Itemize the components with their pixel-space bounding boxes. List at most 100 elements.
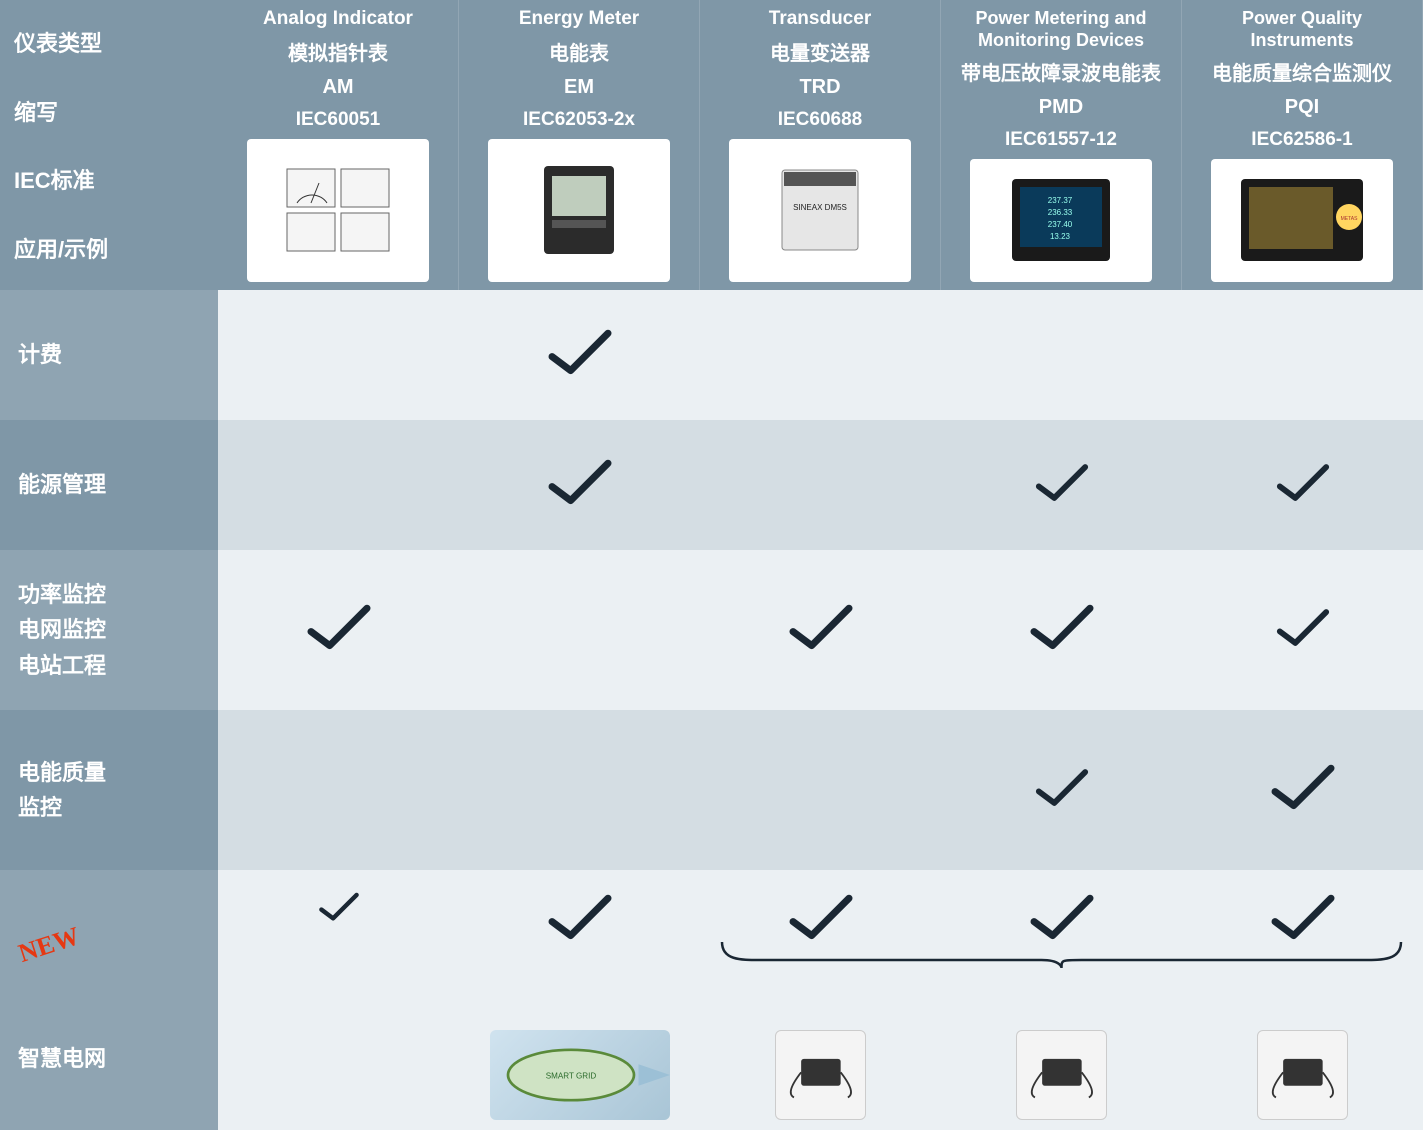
checkmark-icon [1268, 760, 1338, 820]
col-abbr: TRD [799, 76, 840, 99]
col-abbr: PMD [1039, 96, 1083, 119]
table-cell [700, 870, 941, 1130]
row-label-text: 功率监控 [18, 577, 106, 612]
col-header-4: Power Quality Instruments 电能质量综合监测仪 PQI … [1182, 0, 1423, 290]
col-header-2: Transducer 电量变送器 TRD IEC60688 SINEAX DM5… [700, 0, 941, 290]
checkmark-icon [317, 890, 361, 929]
row-label-text: 监控 [18, 790, 62, 825]
table-cell [941, 550, 1182, 710]
col-title-en: Energy Meter [519, 8, 639, 31]
table-cell [941, 870, 1182, 1130]
header-label-std: IEC标准 [14, 163, 95, 195]
row-label-text: 智慧电网 [18, 1041, 106, 1076]
col-title-cn: 电能表 [549, 37, 609, 66]
col-std: IEC62586-1 [1251, 129, 1352, 151]
row-label-smartgrid: NEW 智慧电网 [0, 870, 218, 1130]
table-cell [941, 420, 1182, 550]
table-cell: SMART GRID [459, 870, 700, 1130]
table-cell [700, 420, 941, 550]
col-title-en: Analog Indicator [263, 8, 413, 31]
table-cell [218, 550, 459, 710]
table-cell [218, 870, 459, 1130]
col-std: IEC61557-12 [1005, 129, 1117, 151]
device-image [247, 139, 429, 282]
col-header-3: Power Metering and Monitoring Devices 带电… [941, 0, 1182, 290]
table-cell [1182, 710, 1423, 870]
col-std: IEC60051 [296, 109, 381, 131]
row-label-text: 电网监控 [18, 612, 106, 647]
device-image: METAS [1211, 159, 1393, 282]
device-illustration [1016, 1030, 1108, 1120]
smart-grid-illustration: SMART GRID [490, 1030, 670, 1120]
col-title-en: Power Quality Instruments [1188, 8, 1416, 51]
header-label-type: 仪表类型 [14, 26, 102, 58]
comparison-table: 仪表类型 缩写 IEC标准 应用/示例 Analog Indicator 模拟指… [0, 0, 1423, 1130]
svg-text:237.37: 237.37 [1048, 196, 1073, 205]
table-cell [1182, 550, 1423, 710]
checkmark-icon [1274, 605, 1332, 656]
checkmark-icon [786, 890, 856, 950]
svg-text:237.40: 237.40 [1048, 220, 1073, 229]
col-abbr: PQI [1285, 96, 1319, 119]
header-label-abbr: 缩写 [14, 95, 58, 127]
col-title-cn: 电量变送器 [770, 37, 870, 66]
table-cell [1182, 290, 1423, 420]
row-label: 电能质量监控 [0, 710, 218, 870]
checkmark-icon [545, 325, 615, 385]
row-label-text: 计费 [18, 337, 62, 372]
svg-text:236.33: 236.33 [1048, 208, 1073, 217]
table-cell [218, 420, 459, 550]
row-label-text: 能源管理 [18, 467, 106, 502]
device-illustration [1257, 1030, 1349, 1120]
table-cell [700, 550, 941, 710]
checkmark-icon [1268, 890, 1338, 950]
checkmark-icon [304, 600, 374, 660]
row-label: 功率监控电网监控电站工程 [0, 550, 218, 710]
col-title-en: Power Metering and Monitoring Devices [947, 8, 1175, 51]
checkmark-icon [545, 455, 615, 515]
svg-text:13.23: 13.23 [1050, 232, 1071, 241]
table-cell [700, 710, 941, 870]
checkmark-icon [545, 890, 615, 950]
table-cell [941, 290, 1182, 420]
col-std: IEC62053-2x [523, 109, 635, 131]
checkmark-icon [1033, 765, 1091, 816]
table-cell [459, 290, 700, 420]
row-label-text: 电站工程 [18, 648, 106, 683]
device-illustration [775, 1030, 867, 1120]
col-std: IEC60688 [778, 109, 863, 131]
device-image: SINEAX DM5S [729, 139, 911, 282]
table-cell [941, 710, 1182, 870]
checkmark-icon [1027, 890, 1097, 950]
table-cell [218, 290, 459, 420]
col-title-en: Transducer [769, 8, 871, 31]
table-cell [218, 710, 459, 870]
svg-text:SINEAX DM5S: SINEAX DM5S [793, 203, 847, 212]
col-header-1: Energy Meter 电能表 EM IEC62053-2x [459, 0, 700, 290]
new-badge: NEW [13, 915, 85, 974]
table-cell [1182, 420, 1423, 550]
header-label-app: 应用/示例 [14, 232, 108, 264]
device-image: 237.37 236.33 237.40 13.23 [970, 159, 1152, 282]
checkmark-icon [1274, 460, 1332, 511]
col-title-cn: 电能质量综合监测仪 [1212, 57, 1392, 86]
row-label: 计费 [0, 290, 218, 420]
col-title-cn: 模拟指针表 [288, 37, 388, 66]
checkmark-icon [1027, 600, 1097, 660]
svg-text:METAS: METAS [1341, 216, 1359, 222]
checkmark-icon [786, 600, 856, 660]
table-cell [459, 710, 700, 870]
row-header-labels: 仪表类型 缩写 IEC标准 应用/示例 [0, 0, 218, 290]
svg-text:SMART GRID: SMART GRID [545, 1072, 596, 1081]
col-title-cn: 带电压故障录波电能表 [961, 57, 1161, 86]
table-cell [459, 550, 700, 710]
col-abbr: AM [322, 76, 353, 99]
col-header-0: Analog Indicator 模拟指针表 AM IEC60051 [218, 0, 459, 290]
row-label-text: 电能质量 [18, 755, 106, 790]
table-cell [459, 420, 700, 550]
checkmark-icon [1033, 460, 1091, 511]
row-label: 能源管理 [0, 420, 218, 550]
table-cell [1182, 870, 1423, 1130]
table-cell [700, 290, 941, 420]
device-image [488, 139, 670, 282]
